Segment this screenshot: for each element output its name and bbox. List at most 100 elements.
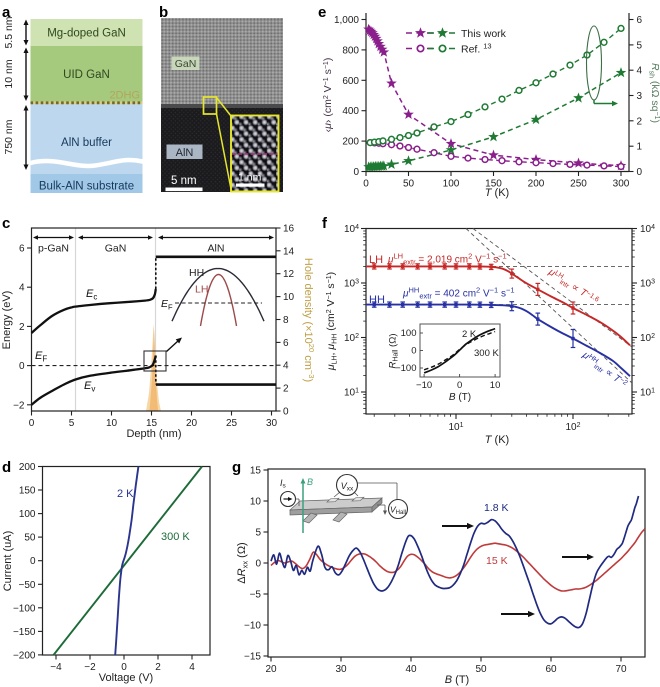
svg-text:40: 40 — [405, 664, 417, 675]
svg-text:50: 50 — [475, 664, 487, 675]
svg-text:−2: −2 — [13, 400, 25, 411]
svg-text:102: 102 — [640, 333, 655, 345]
svg-text:2 K: 2 K — [117, 488, 134, 500]
svg-text:T (K): T (K) — [485, 187, 509, 199]
svg-text:103: 103 — [344, 278, 359, 290]
svg-text:ΔRxx (Ω): ΔRxx (Ω) — [236, 542, 250, 583]
svg-text:30: 30 — [266, 418, 278, 429]
svg-text:102: 102 — [344, 333, 359, 345]
svg-text:UID GaN: UID GaN — [63, 69, 110, 81]
svg-text:101: 101 — [344, 387, 359, 399]
svg-text:14: 14 — [283, 246, 295, 257]
svg-text:3: 3 — [637, 91, 643, 102]
svg-text:B: B — [307, 477, 313, 487]
svg-text:Mg-doped GaN: Mg-doped GaN — [47, 28, 126, 40]
svg-text:6: 6 — [19, 244, 25, 255]
svg-text:1,000: 1,000 — [334, 15, 359, 26]
svg-text:GaN: GaN — [105, 243, 127, 255]
svg-text:0: 0 — [255, 559, 261, 570]
svg-text:AlN buffer: AlN buffer — [61, 137, 112, 149]
svg-text:−150: −150 — [13, 627, 36, 638]
svg-text:100: 100 — [19, 509, 36, 520]
svg-text:20: 20 — [186, 418, 198, 429]
svg-text:AlN: AlN — [176, 147, 194, 159]
svg-text:4: 4 — [19, 283, 25, 294]
svg-text:4: 4 — [283, 361, 289, 372]
svg-text:5: 5 — [637, 40, 643, 51]
svg-text:60: 60 — [545, 664, 557, 675]
svg-text:p-GaN: p-GaN — [38, 243, 69, 255]
svg-text:a: a — [2, 4, 11, 21]
svg-text:0: 0 — [283, 407, 289, 418]
svg-text:0: 0 — [411, 346, 416, 357]
svg-text:4: 4 — [637, 66, 643, 77]
svg-text:0: 0 — [121, 662, 127, 673]
svg-text:750 nm: 750 nm — [3, 119, 15, 154]
svg-text:This work: This work — [461, 28, 507, 40]
svg-text:HH: HH — [189, 267, 204, 279]
svg-text:10: 10 — [250, 497, 262, 508]
svg-text:μLHextr = 2,019 cm2 V−1 s−1: μLHextr = 2,019 cm2 V−1 s−1 — [387, 251, 507, 267]
svg-text:VHall: VHall — [390, 505, 406, 517]
svg-text:8: 8 — [283, 315, 289, 326]
svg-text:70: 70 — [615, 664, 627, 675]
svg-text:Voltage (V): Voltage (V) — [99, 672, 153, 684]
svg-text:−10: −10 — [244, 621, 261, 632]
svg-text:Ev: Ev — [84, 380, 95, 394]
svg-text:300 K: 300 K — [161, 531, 190, 543]
svg-text:5: 5 — [255, 528, 261, 539]
svg-text:300: 300 — [613, 179, 630, 190]
svg-text:Hole density (×1020 cm−3): Hole density (×1020 cm−3) — [302, 258, 317, 382]
svg-text:1 nm: 1 nm — [238, 172, 262, 184]
svg-text:Is: Is — [280, 478, 287, 490]
svg-text:d: d — [2, 459, 11, 476]
svg-text:250: 250 — [570, 179, 587, 190]
svg-text:−200: −200 — [13, 650, 36, 661]
svg-text:RHall (Ω): RHall (Ω) — [388, 333, 400, 368]
svg-text:101: 101 — [448, 422, 463, 434]
svg-text:−5: −5 — [250, 590, 262, 601]
svg-text:150: 150 — [19, 486, 36, 497]
svg-text:Rsh (kΩ sq−1): Rsh (kΩ sq−1) — [648, 63, 660, 123]
svg-text:AlN: AlN — [208, 243, 225, 255]
svg-text:4: 4 — [189, 662, 195, 673]
svg-text:HH: HH — [369, 294, 385, 306]
svg-text:5 nm: 5 nm — [171, 175, 197, 187]
svg-text:800: 800 — [342, 45, 359, 56]
svg-text:200: 200 — [342, 137, 359, 148]
svg-text:10: 10 — [283, 292, 295, 303]
svg-text:50: 50 — [24, 533, 36, 544]
svg-text:LH: LH — [369, 254, 383, 266]
svg-text:104: 104 — [344, 224, 359, 236]
svg-text:Current (uA): Current (uA) — [2, 531, 14, 592]
svg-text:2: 2 — [19, 322, 25, 333]
svg-text:−50: −50 — [19, 580, 36, 591]
svg-text:25: 25 — [226, 418, 238, 429]
svg-text:e: e — [318, 4, 326, 21]
svg-text:f: f — [322, 215, 328, 232]
svg-text:0: 0 — [30, 556, 36, 567]
svg-text:B (T): B (T) — [449, 392, 471, 403]
svg-text:15: 15 — [250, 466, 262, 477]
svg-text:0: 0 — [29, 418, 35, 429]
svg-text:16: 16 — [283, 224, 295, 235]
svg-text:15 K: 15 K — [486, 555, 508, 567]
svg-text:10: 10 — [106, 418, 118, 429]
svg-text:150: 150 — [485, 179, 502, 190]
svg-text:T (K): T (K) — [485, 434, 509, 446]
svg-text:2 K: 2 K — [462, 329, 477, 340]
svg-text:30: 30 — [335, 664, 347, 675]
svg-text:0: 0 — [19, 361, 25, 372]
svg-text:c: c — [2, 215, 10, 232]
svg-text:2DHG: 2DHG — [109, 90, 140, 102]
svg-text:600: 600 — [342, 76, 359, 87]
svg-text:6: 6 — [637, 15, 643, 26]
svg-text:300 K: 300 K — [474, 348, 499, 359]
svg-text:g: g — [232, 459, 241, 476]
svg-text:12: 12 — [283, 269, 295, 280]
svg-text:5: 5 — [69, 418, 75, 429]
svg-text:0: 0 — [363, 179, 369, 190]
svg-text:200: 200 — [528, 179, 545, 190]
svg-text:100: 100 — [401, 328, 417, 339]
svg-text:15: 15 — [146, 418, 158, 429]
